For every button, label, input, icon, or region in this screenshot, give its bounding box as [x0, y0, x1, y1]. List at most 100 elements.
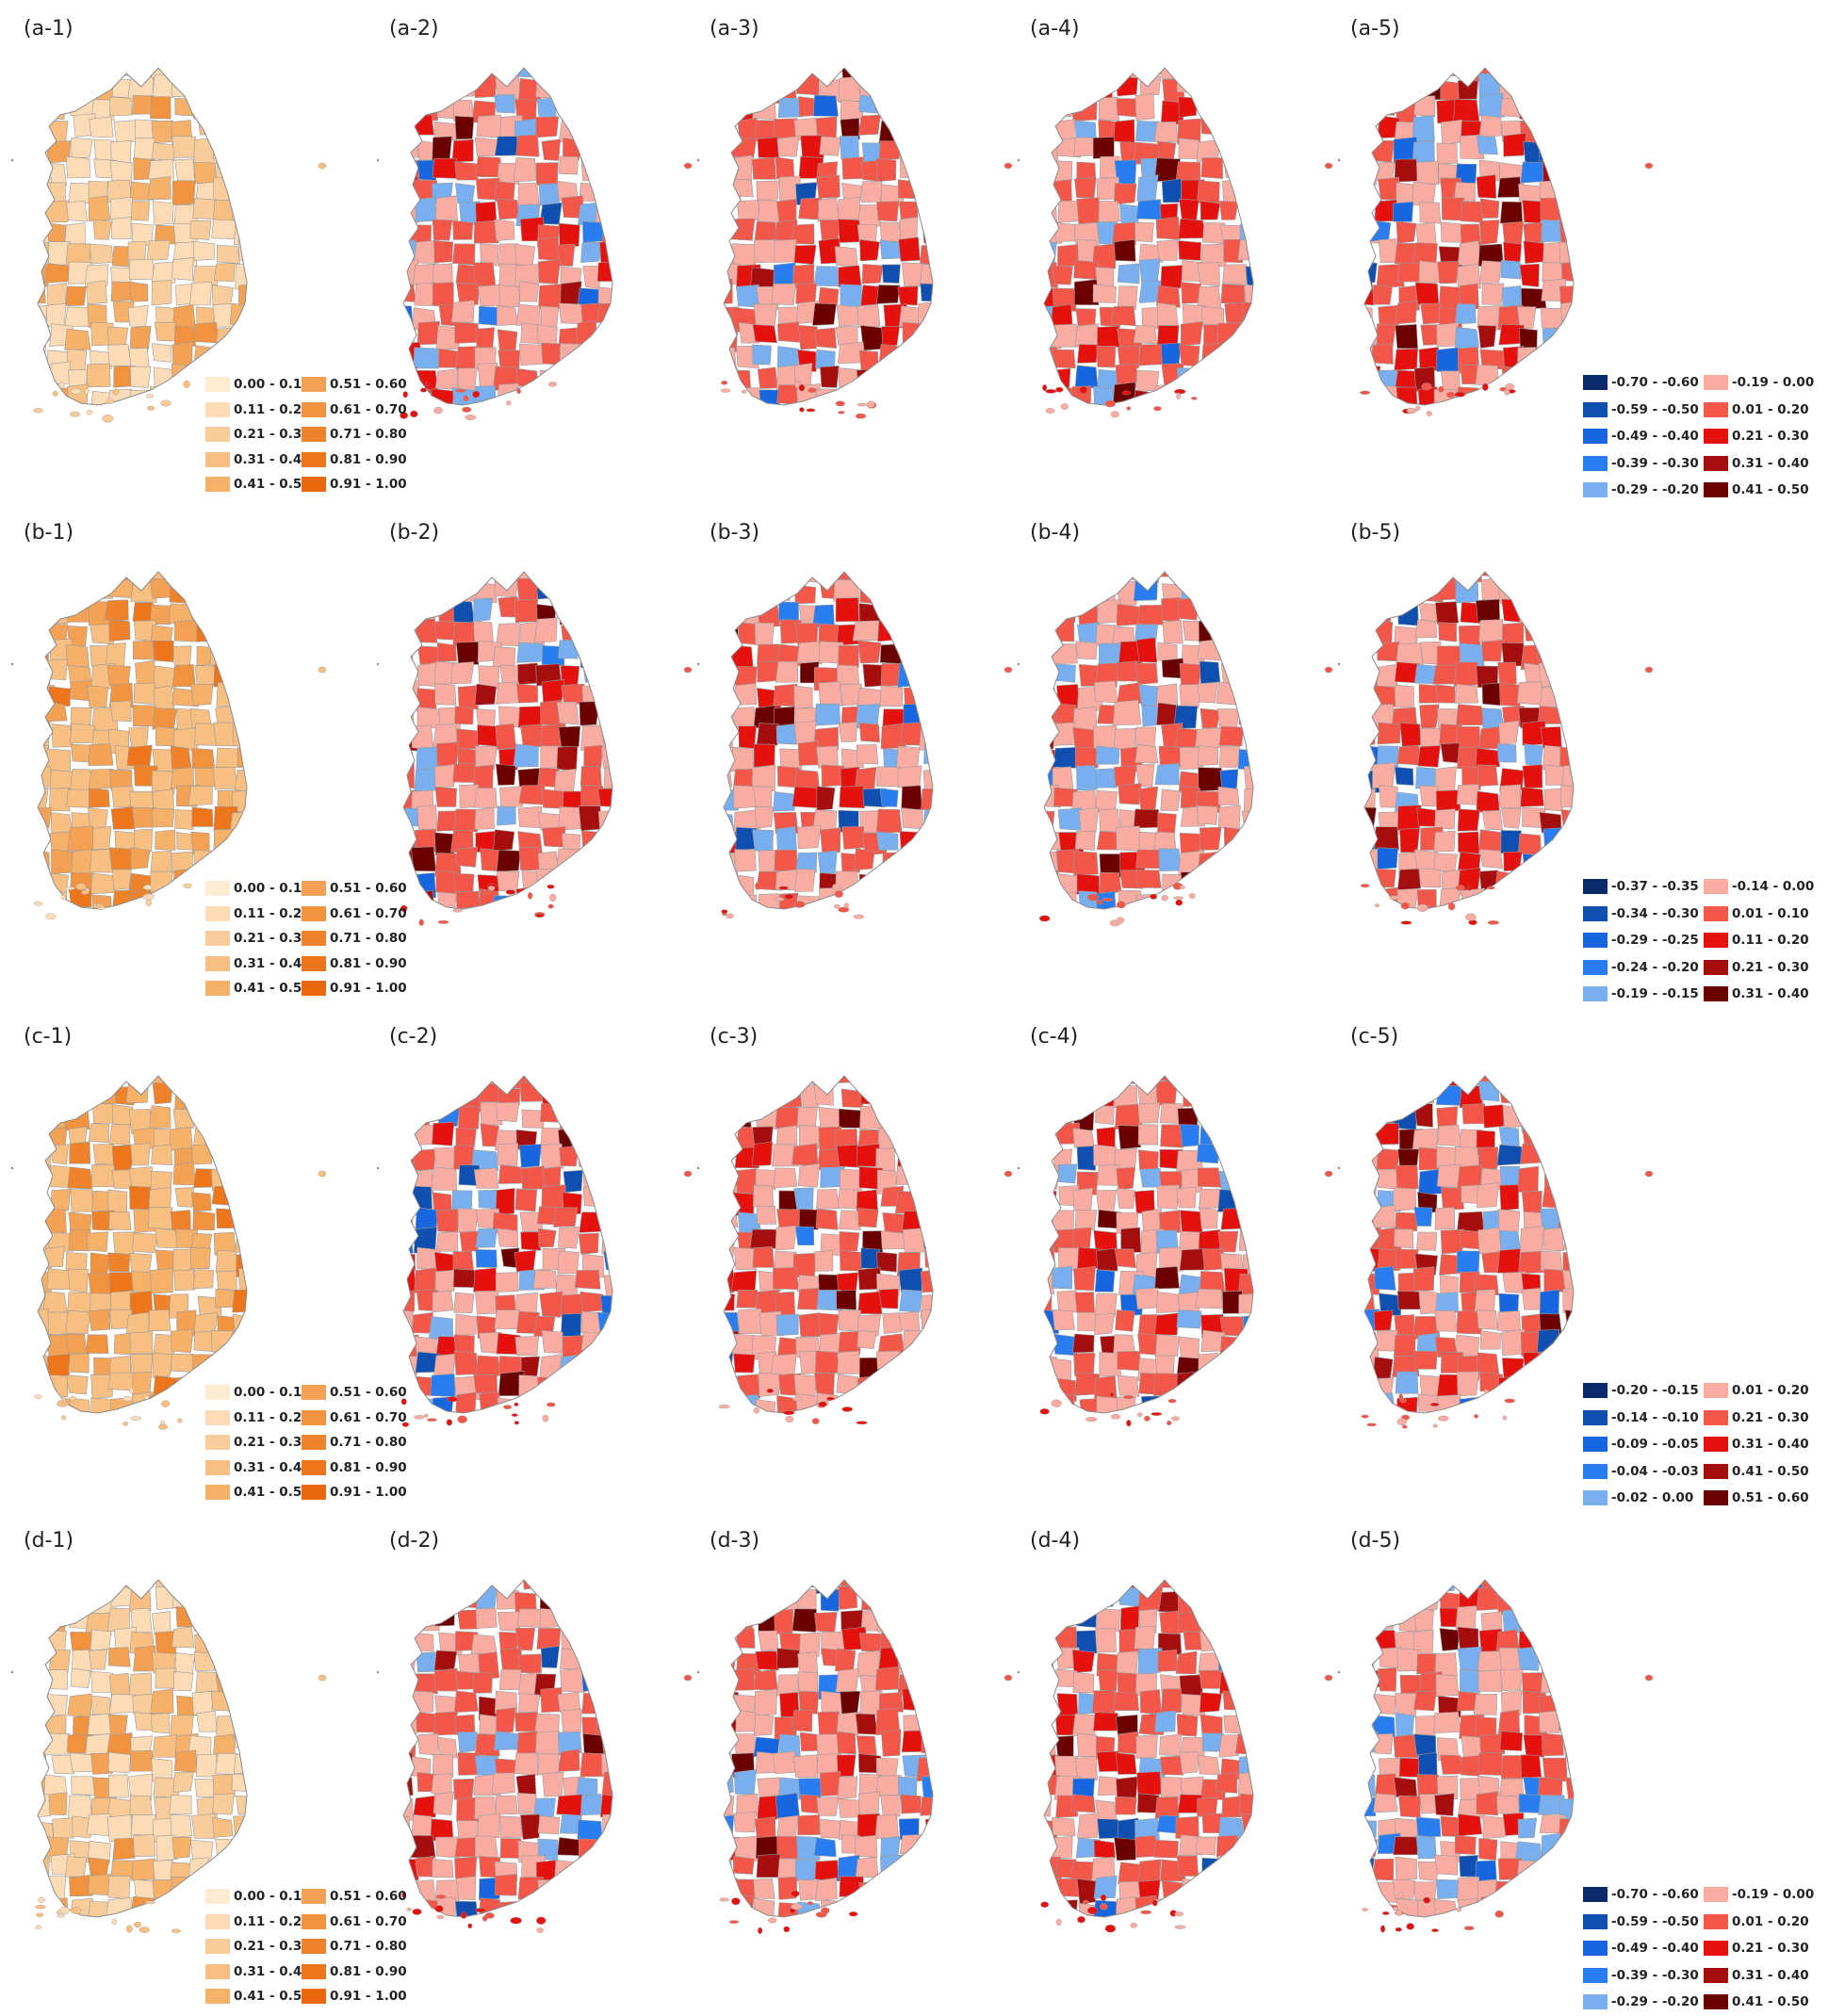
region-polygon	[149, 577, 172, 599]
region-polygon	[775, 1076, 798, 1085]
region-polygon	[132, 1232, 157, 1254]
region-polygon	[1376, 1076, 1401, 1084]
region-polygon	[1075, 911, 1100, 935]
region-polygon	[172, 304, 196, 330]
region-polygon	[1160, 342, 1182, 366]
region-polygon	[1523, 1734, 1548, 1758]
region-polygon	[754, 77, 778, 104]
region-polygon	[1241, 810, 1253, 830]
region-polygon	[1414, 282, 1440, 305]
region-polygon	[901, 1355, 922, 1378]
region-polygon	[899, 1580, 923, 1591]
region-polygon	[1481, 283, 1505, 305]
region-polygon	[595, 1653, 612, 1677]
region-polygon	[1199, 873, 1224, 899]
region-polygon	[50, 812, 73, 834]
region-polygon	[193, 321, 219, 344]
region-polygon	[1132, 402, 1159, 405]
region-polygon	[1558, 572, 1574, 585]
island	[1401, 1424, 1408, 1429]
island	[122, 1422, 129, 1426]
region-polygon	[916, 1920, 936, 1944]
region-polygon	[168, 915, 193, 938]
region-polygon	[49, 1144, 70, 1165]
region-polygon	[818, 1312, 840, 1337]
legend-item: 0.41 - 0.50	[205, 1483, 311, 1502]
region-polygon	[436, 741, 460, 767]
region-polygon	[820, 366, 840, 388]
region-polygon	[1241, 662, 1253, 689]
region-polygon	[602, 723, 612, 745]
island	[1174, 388, 1186, 395]
region-polygon	[839, 1230, 860, 1252]
region-polygon	[47, 601, 69, 625]
region-polygon	[1076, 1878, 1098, 1905]
region-polygon	[602, 1591, 612, 1611]
island	[1454, 391, 1466, 398]
region-polygon	[38, 850, 50, 874]
region-polygon	[108, 619, 131, 642]
legend-item: 0.61 - 0.70	[302, 904, 407, 923]
island	[718, 1404, 730, 1409]
region-polygon	[516, 1792, 537, 1814]
region-polygon	[557, 73, 580, 99]
region-polygon	[1044, 1650, 1054, 1677]
region-polygon	[472, 262, 497, 287]
region-polygon	[1412, 181, 1436, 206]
region-polygon	[1455, 326, 1479, 350]
region-polygon	[921, 1611, 933, 1636]
region-polygon	[882, 583, 904, 607]
region-polygon	[1364, 260, 1378, 284]
region-polygon	[213, 1127, 237, 1149]
legend-swatch	[1583, 1409, 1608, 1425]
region-polygon	[583, 390, 605, 405]
region-polygon	[596, 302, 612, 323]
island	[111, 1918, 118, 1926]
region-polygon	[1476, 790, 1500, 813]
region-polygon	[1180, 572, 1206, 581]
region-polygon	[875, 1350, 901, 1371]
legend-label: -0.04 - -0.03	[1611, 1463, 1699, 1479]
ulleung-island	[1004, 1170, 1013, 1178]
region-polygon	[514, 1752, 539, 1776]
region-polygon	[814, 1612, 838, 1633]
region-polygon	[775, 156, 795, 180]
region-polygon	[438, 403, 460, 405]
island	[731, 1897, 741, 1906]
legend-item: 0.71 - 0.80	[302, 1433, 407, 1452]
region-polygon	[1372, 621, 1394, 646]
region-polygon	[1364, 829, 1377, 851]
region-polygon	[1044, 1247, 1056, 1269]
island	[484, 1912, 495, 1919]
region-polygon	[1241, 869, 1253, 890]
region-polygon	[921, 1308, 933, 1330]
region-polygon	[1117, 68, 1139, 79]
region-polygon	[1098, 1669, 1118, 1692]
region-polygon	[1478, 73, 1502, 96]
island	[1421, 382, 1432, 391]
region-polygon	[793, 1187, 814, 1211]
region-cells	[403, 68, 612, 405]
region-polygon	[1457, 1420, 1480, 1440]
region-polygon	[92, 1081, 118, 1104]
region-polygon	[1093, 1839, 1116, 1859]
region-polygon	[1238, 1835, 1253, 1862]
region-polygon	[1176, 1309, 1202, 1329]
legend-swatch	[205, 427, 230, 442]
region-polygon	[1495, 1392, 1517, 1413]
region-polygon	[1435, 766, 1457, 792]
region-polygon	[918, 640, 933, 660]
region-polygon	[815, 1209, 839, 1230]
region-polygon	[1364, 579, 1377, 603]
region-polygon	[582, 893, 605, 909]
legend-item: 0.41 - 0.50	[205, 475, 311, 494]
region-polygon	[416, 805, 438, 831]
region-polygon	[880, 1102, 902, 1126]
region-polygon	[152, 1082, 173, 1105]
region-polygon	[1560, 784, 1574, 808]
region-polygon	[601, 886, 612, 909]
region-polygon	[519, 1813, 540, 1841]
island	[145, 899, 153, 906]
region-polygon	[840, 284, 862, 308]
region-polygon	[1563, 1186, 1574, 1207]
